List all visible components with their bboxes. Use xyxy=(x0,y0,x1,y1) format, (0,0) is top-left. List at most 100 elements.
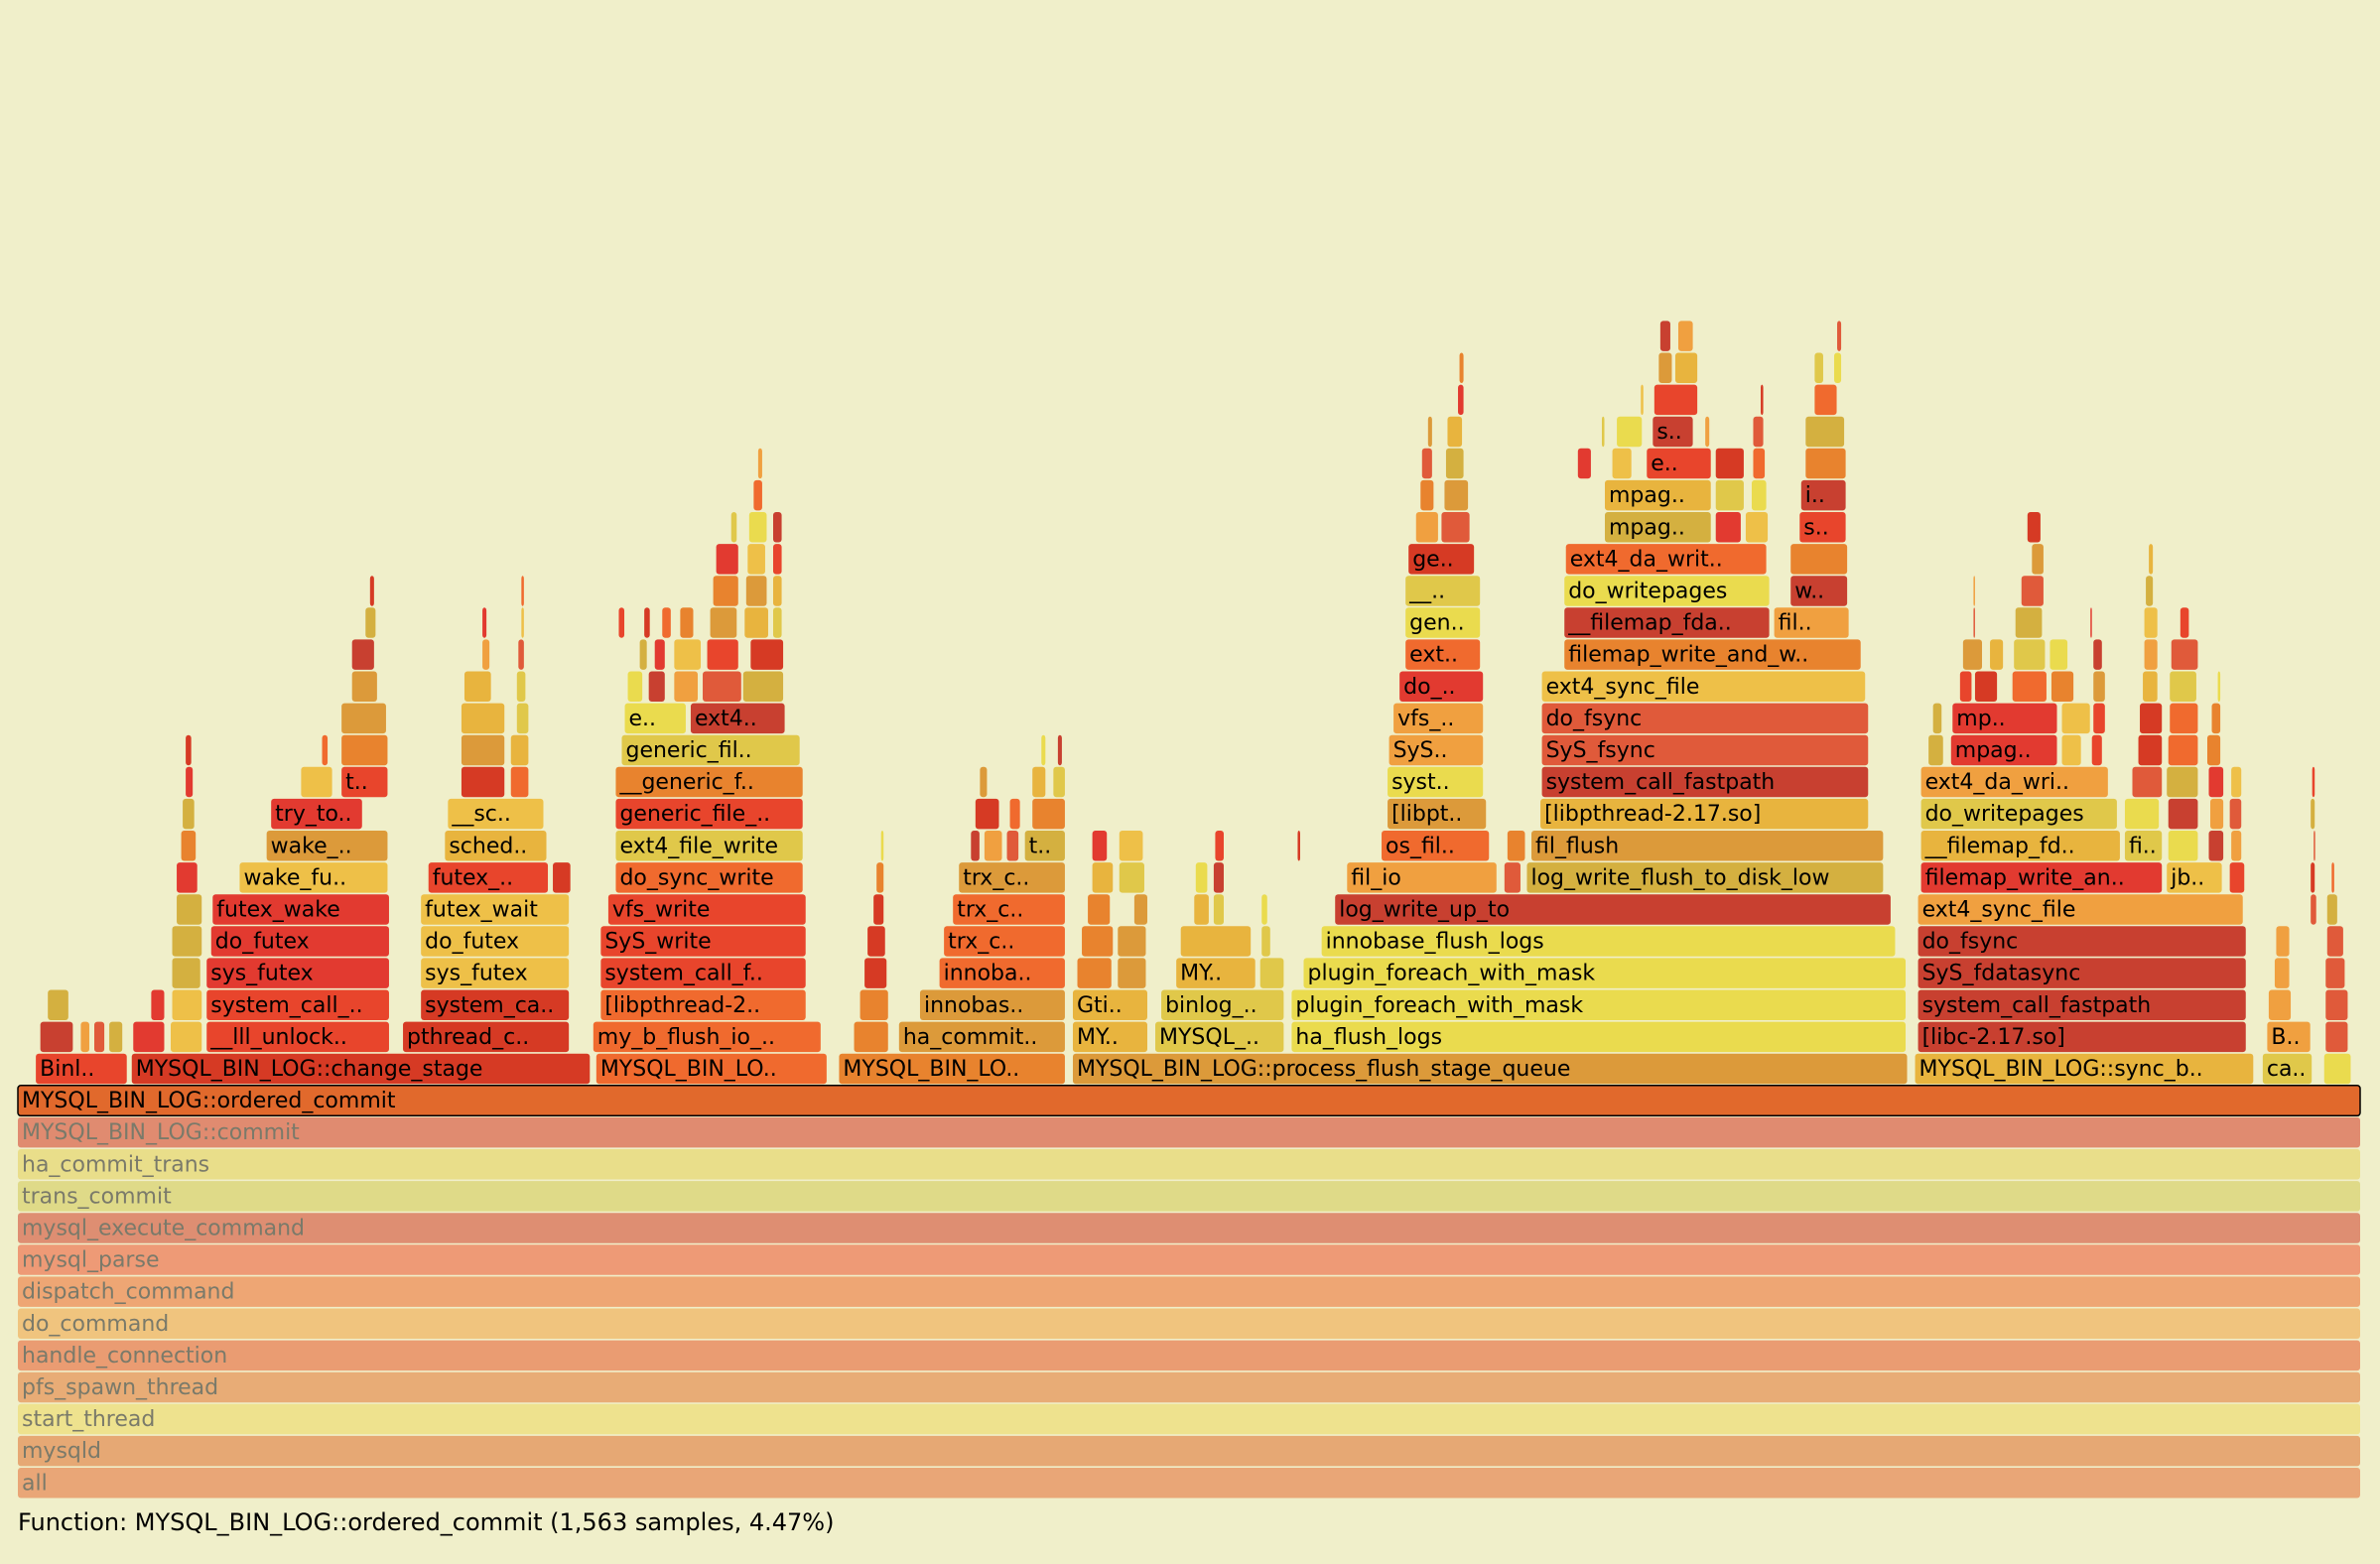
frame[interactable] xyxy=(621,734,800,766)
frame[interactable] xyxy=(1540,798,1869,830)
frame[interactable] xyxy=(1053,766,1065,798)
frame[interactable] xyxy=(1155,1021,1284,1053)
frame[interactable] xyxy=(2012,671,2047,703)
frame[interactable] xyxy=(1915,1053,2254,1085)
frame[interactable] xyxy=(744,607,768,638)
frame[interactable] xyxy=(1261,926,1270,957)
frame[interactable] xyxy=(2210,798,2224,830)
frame[interactable] xyxy=(2311,862,2315,893)
frame[interactable] xyxy=(944,926,1065,957)
frame[interactable] xyxy=(2170,703,2198,734)
frame[interactable] xyxy=(2311,894,2316,925)
frame[interactable] xyxy=(1705,416,1710,448)
frame[interactable] xyxy=(939,958,1065,988)
frame[interactable] xyxy=(674,639,702,670)
frame[interactable] xyxy=(186,734,192,766)
frame[interactable] xyxy=(151,989,165,1021)
frame[interactable] xyxy=(461,734,505,766)
frame[interactable] xyxy=(1973,576,1975,606)
frame[interactable] xyxy=(1024,831,1065,861)
frame[interactable] xyxy=(172,958,200,988)
frame[interactable] xyxy=(971,831,980,861)
frame[interactable] xyxy=(1753,448,1766,479)
frame[interactable] xyxy=(1814,384,1837,416)
frame[interactable] xyxy=(1973,607,1975,638)
frame[interactable] xyxy=(730,512,737,543)
frame[interactable] xyxy=(1601,416,1605,448)
frame[interactable] xyxy=(2093,639,2102,670)
frame[interactable] xyxy=(36,1053,127,1085)
frame[interactable] xyxy=(627,671,643,703)
frame[interactable] xyxy=(1928,734,1943,766)
frame[interactable] xyxy=(448,798,544,830)
frame[interactable] xyxy=(1605,479,1711,511)
frame[interactable] xyxy=(1133,894,1147,925)
frame[interactable] xyxy=(648,671,665,703)
ancestor-frame[interactable] xyxy=(18,1276,2360,1307)
frame[interactable] xyxy=(748,512,767,543)
frame[interactable] xyxy=(2050,671,2074,703)
frame[interactable] xyxy=(747,544,765,575)
frame[interactable] xyxy=(772,512,782,543)
frame[interactable] xyxy=(516,671,526,703)
frame[interactable] xyxy=(615,831,803,861)
frame[interactable] xyxy=(750,639,784,670)
frame[interactable] xyxy=(1119,862,1144,893)
frame[interactable] xyxy=(1195,862,1208,893)
frame[interactable] xyxy=(2140,703,2163,734)
frame[interactable] xyxy=(2331,862,2334,893)
frame[interactable] xyxy=(710,607,737,638)
frame[interactable] xyxy=(1920,766,2108,798)
frame[interactable] xyxy=(2032,544,2044,575)
frame[interactable] xyxy=(2091,734,2102,766)
frame[interactable] xyxy=(1715,512,1741,543)
frame[interactable] xyxy=(2229,798,2242,830)
frame[interactable] xyxy=(1647,448,1711,479)
frame[interactable] xyxy=(1959,671,1972,703)
frame[interactable] xyxy=(2167,862,2222,893)
frame[interactable] xyxy=(859,989,888,1021)
frame[interactable] xyxy=(772,544,782,575)
frame[interactable] xyxy=(753,479,762,511)
frame[interactable] xyxy=(271,798,362,830)
frame[interactable] xyxy=(2146,576,2154,606)
frame[interactable] xyxy=(1213,894,1224,925)
frame[interactable] xyxy=(206,958,389,988)
frame[interactable] xyxy=(1800,479,1846,511)
frame[interactable] xyxy=(2168,734,2198,766)
frame[interactable] xyxy=(1805,448,1846,479)
frame[interactable] xyxy=(428,862,549,893)
frame[interactable] xyxy=(1577,448,1591,479)
frame[interactable] xyxy=(1715,448,1744,479)
frame[interactable] xyxy=(212,894,389,925)
frame[interactable] xyxy=(2143,671,2158,703)
frame[interactable] xyxy=(40,1021,73,1053)
frame[interactable] xyxy=(1303,958,1907,988)
frame[interactable] xyxy=(461,703,505,734)
frame[interactable] xyxy=(716,544,738,575)
frame[interactable] xyxy=(1962,639,1983,670)
frame[interactable] xyxy=(2014,639,2046,670)
frame[interactable] xyxy=(421,926,570,957)
frame[interactable] xyxy=(1291,989,1907,1021)
frame[interactable] xyxy=(2124,798,2160,830)
frame[interactable] xyxy=(618,607,625,638)
frame[interactable] xyxy=(1420,479,1434,511)
frame[interactable] xyxy=(2090,607,2092,638)
frame[interactable] xyxy=(1077,958,1112,988)
frame[interactable] xyxy=(2180,607,2189,638)
frame[interactable] xyxy=(322,734,329,766)
frame[interactable] xyxy=(1715,479,1744,511)
frame[interactable] xyxy=(421,894,570,925)
frame[interactable] xyxy=(341,734,388,766)
frame[interactable] xyxy=(1297,831,1300,861)
frame[interactable] xyxy=(177,894,202,925)
frame[interactable] xyxy=(553,862,571,893)
frame[interactable] xyxy=(80,1021,89,1053)
frame[interactable] xyxy=(1092,862,1114,893)
frame[interactable] xyxy=(1641,384,1644,416)
frame[interactable] xyxy=(1382,831,1490,861)
ancestor-frame[interactable] xyxy=(18,1340,2360,1371)
frame[interactable] xyxy=(1617,416,1643,448)
frame[interactable] xyxy=(1321,926,1896,957)
